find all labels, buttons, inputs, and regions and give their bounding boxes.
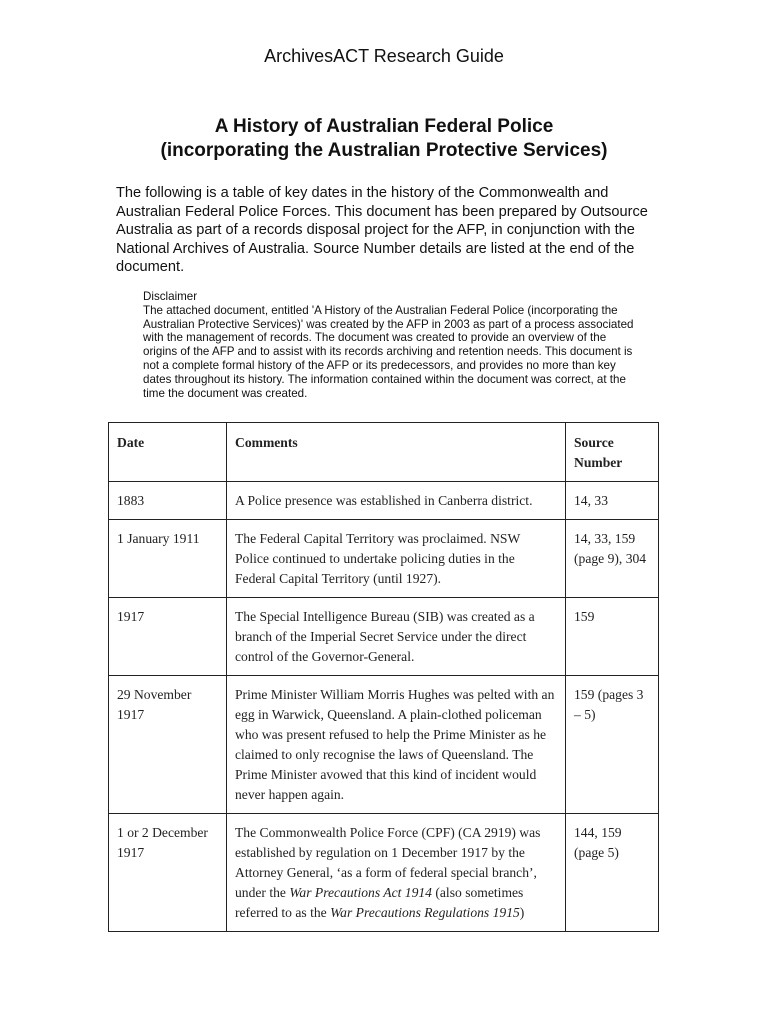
header-source: Source Number	[565, 422, 659, 482]
table-row: 1883 A Police presence was established i…	[108, 481, 659, 520]
act-title: War Precautions Act 1914	[289, 885, 432, 900]
table-row: 29 November 1917 Prime Minister William …	[108, 675, 659, 814]
comment-text: The Commonwealth Police Force (CPF) (CA …	[235, 825, 541, 900]
disclaimer: Disclaimer The attached document, entitl…	[143, 290, 643, 400]
regulations-title: War Precautions Regulations 1915	[330, 905, 520, 920]
cell-date: 29 November 1917	[108, 675, 227, 814]
intro-paragraph: The following is a table of key dates in…	[116, 185, 648, 275]
page-title: A History of Australian Federal Police (…	[0, 115, 768, 163]
cell-date: 1917	[108, 597, 227, 676]
table-header-row: Date Comments Source Number	[108, 422, 659, 482]
cell-date: 1883	[108, 481, 227, 520]
header-comments: Comments	[226, 422, 566, 482]
cell-comments: The Special Intelligence Bureau (SIB) wa…	[226, 597, 566, 676]
cell-source: 144, 159 (page 5)	[565, 813, 659, 932]
cell-comments: A Police presence was established in Can…	[226, 481, 566, 520]
title-line-1: A History of Australian Federal Police	[214, 116, 554, 137]
comment-text: )	[519, 905, 525, 920]
cell-date: 1 January 1911	[108, 519, 227, 598]
cell-source: 159 (pages 3 – 5)	[565, 675, 659, 814]
cell-source: 159	[565, 597, 659, 676]
cell-comments: The Commonwealth Police Force (CPF) (CA …	[226, 813, 566, 932]
title-line-2: (incorporating the Australian Protective…	[160, 140, 608, 161]
cell-source: 14, 33, 159 (page 9), 304	[565, 519, 659, 598]
cell-source: 14, 33	[565, 481, 659, 520]
cell-comments: Prime Minister William Morris Hughes was…	[226, 675, 566, 814]
document-header: ArchivesACT Research Guide	[264, 46, 504, 66]
table-row: 1 January 1911 The Federal Capital Terri…	[108, 519, 659, 598]
cell-comments: The Federal Capital Territory was procla…	[226, 519, 566, 598]
table-row: 1 or 2 December 1917 The Commonwealth Po…	[108, 813, 659, 932]
disclaimer-text: The attached document, entitled 'A Histo…	[143, 303, 634, 400]
comment-text: (also sometimes referred to as the	[235, 885, 524, 920]
cell-date: 1 or 2 December 1917	[108, 813, 227, 932]
disclaimer-heading: Disclaimer	[143, 290, 198, 303]
header-date: Date	[108, 422, 227, 482]
key-dates-table: Date Comments Source Number 1883 A Polic…	[108, 422, 659, 932]
table-row: 1917 The Special Intelligence Bureau (SI…	[108, 597, 659, 676]
